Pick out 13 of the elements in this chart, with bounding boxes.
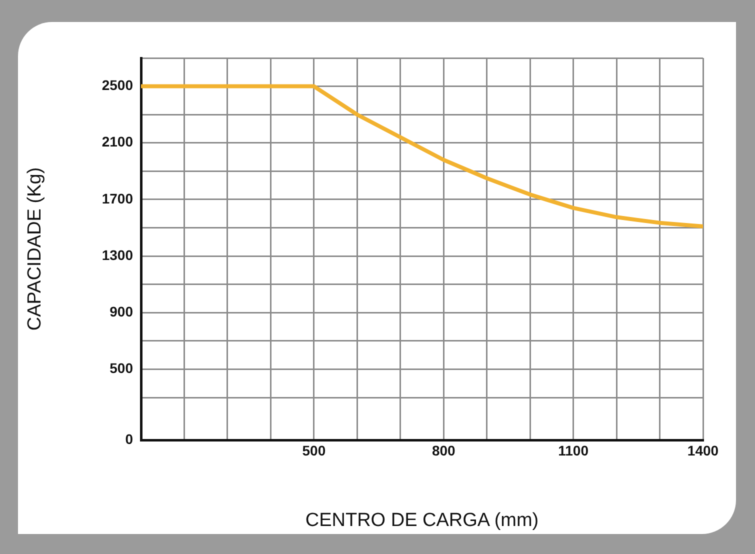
- y-tick-label: 1300: [102, 246, 134, 263]
- y-axis-title: CAPACIDADE (Kg): [24, 167, 46, 331]
- y-tick-label: 1700: [102, 190, 134, 206]
- y-tick-label: 0: [125, 430, 134, 447]
- x-tick-label: 1400: [687, 442, 719, 458]
- x-tick-label: 500: [302, 442, 326, 458]
- y-tick-label: 2500: [102, 77, 134, 94]
- x-tick-label: 1100: [558, 442, 589, 458]
- y-tick-label: 900: [110, 304, 134, 320]
- y-tick-label: 500: [110, 360, 134, 376]
- x-axis-title: CENTRO DE CARGA (mm): [305, 510, 539, 531]
- y-tick-label: 2100: [102, 134, 134, 150]
- x-tick-label: 800: [432, 442, 456, 458]
